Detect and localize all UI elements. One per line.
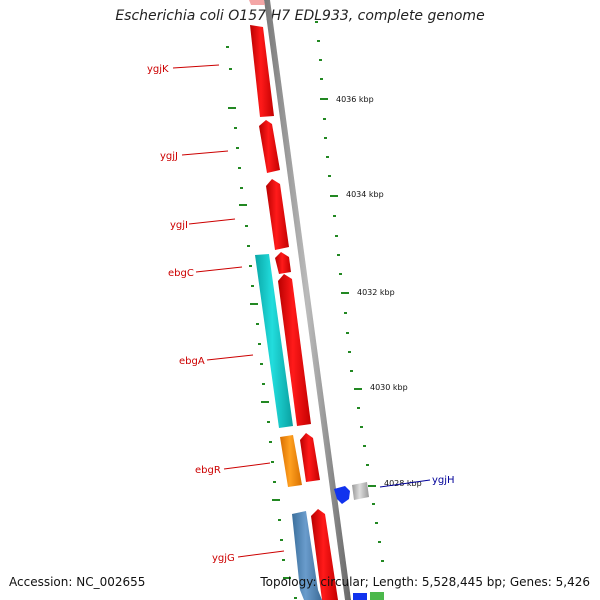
accession-text: Accession: NC_002655 bbox=[9, 575, 146, 589]
axis-tick-label: 4030 kbp bbox=[370, 383, 408, 392]
feature-grey[interactable] bbox=[352, 482, 369, 500]
cds-ygjJ[interactable] bbox=[259, 120, 280, 173]
cds-ebgC[interactable] bbox=[278, 274, 311, 426]
label-leader-lines bbox=[172, 64, 431, 558]
axis-tick-label: 4034 kbp bbox=[346, 190, 384, 199]
cds-ygjI[interactable] bbox=[266, 179, 289, 250]
feature-bottom-green[interactable] bbox=[370, 592, 384, 600]
gene-label-ebgA[interactable]: ebgA bbox=[179, 356, 205, 367]
feature-bottom-blue[interactable] bbox=[353, 593, 367, 600]
cds-ygjG[interactable] bbox=[311, 509, 338, 600]
outer-tick-marks bbox=[315, 21, 384, 562]
gene-label-ygjJ[interactable]: ygjJ bbox=[160, 151, 178, 162]
map-title: Escherichia coli O157:H7 EDL933, complet… bbox=[115, 8, 485, 24]
cds-ebgA[interactable] bbox=[300, 433, 320, 482]
cds-ygjK[interactable] bbox=[249, 0, 265, 5]
gene-label-ygjI[interactable]: ygjI bbox=[170, 220, 188, 231]
gene-label-ebgC[interactable]: ebgC bbox=[168, 268, 194, 279]
topology-text: Topology: circular; Length: 5,528,445 bp… bbox=[260, 575, 590, 589]
inner-tick-marks bbox=[226, 46, 297, 599]
cds-ygjH[interactable] bbox=[334, 486, 350, 504]
cds-ygjK[interactable] bbox=[250, 25, 274, 117]
cds-ygjG-reverse[interactable] bbox=[292, 511, 322, 600]
genome-backbone bbox=[264, 0, 351, 600]
cds-ebgA-reverse[interactable] bbox=[255, 254, 293, 428]
cds-ebgR[interactable] bbox=[280, 435, 302, 487]
axis-tick-label: 4036 kbp bbox=[336, 95, 374, 104]
cds-ygjI-fragment[interactable] bbox=[275, 252, 291, 274]
axis-tick-label: 4032 kbp bbox=[357, 288, 395, 297]
gene-label-ygjH[interactable]: ygjH bbox=[432, 475, 455, 486]
gene-label-ebgR[interactable]: ebgR bbox=[195, 465, 221, 476]
gene-label-ygjG[interactable]: ygjG bbox=[212, 553, 235, 564]
gene-label-ygjK[interactable]: ygjK bbox=[147, 64, 169, 75]
